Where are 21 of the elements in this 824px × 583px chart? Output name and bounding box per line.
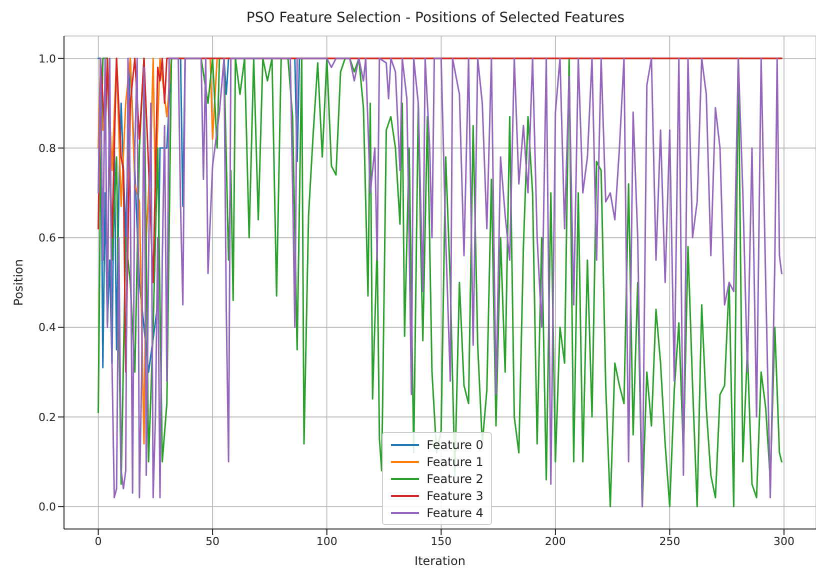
legend-label: Feature 2 [426, 472, 484, 486]
x-tick-label: 100 [316, 534, 338, 548]
x-tick-label: 150 [430, 534, 452, 548]
legend-label: Feature 1 [426, 454, 484, 468]
y-axis-title: Position [11, 259, 26, 306]
x-tick-label: 300 [774, 534, 794, 548]
y-tick-label: 0.8 [38, 142, 56, 155]
y-tick-label: 0.2 [38, 410, 56, 424]
y-tick-label: 0.6 [38, 232, 56, 245]
x-tick-label: 0 [94, 534, 102, 548]
y-tick-label: 0.0 [38, 500, 56, 514]
chart-title: PSO Feature Selection - Positions of Selected Features [245, 10, 626, 26]
legend-label: Feature 3 [426, 488, 484, 502]
legend-label: Feature 4 [426, 506, 484, 520]
x-axis-title: Iteration [414, 554, 466, 568]
x-tick-label: 50 [206, 534, 220, 548]
legend-label: Feature 0 [426, 438, 484, 452]
y-tick-label: 0.4 [38, 321, 56, 334]
x-tick-label: 250 [659, 534, 680, 548]
x-tick-label: 200 [544, 534, 566, 548]
y-tick-label: 1.0 [38, 52, 56, 66]
